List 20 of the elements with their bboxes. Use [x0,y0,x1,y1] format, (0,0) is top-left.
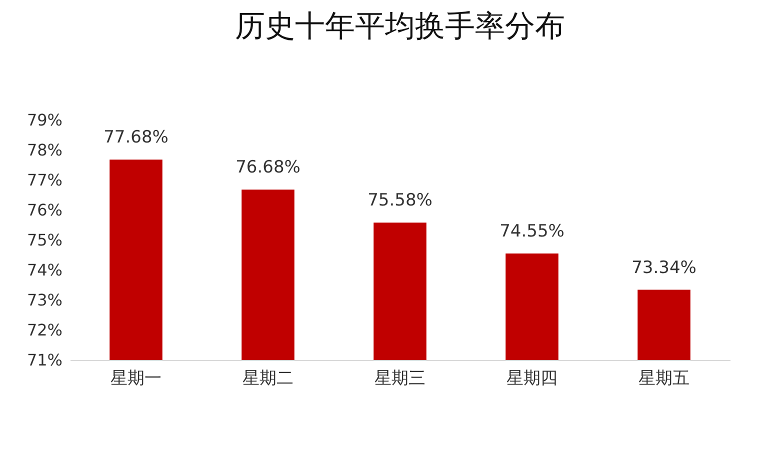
data-label: 73.34% [632,258,696,278]
chart-title: 历史十年平均换手率分布 [235,9,565,44]
data-label: 77.68% [104,128,168,148]
y-tick-label: 76% [26,200,62,220]
y-tick-label: 72% [26,320,62,340]
data-label: 75.58% [368,190,432,211]
y-tick-label: 71% [26,350,62,370]
y-tick-label: 77% [26,170,62,190]
y-tick-label: 73% [26,290,62,310]
x-tick-label: 星期四 [506,368,558,388]
y-tick-label: 78% [26,140,62,160]
y-tick-label: 79% [26,110,62,130]
y-tick-label: 74% [26,260,62,280]
y-tick-label: 75% [26,230,62,250]
x-tick-label: 星期一 [110,368,162,388]
data-label: 76.68% [236,158,300,178]
x-tick-label: 星期三 [374,368,426,388]
data-label: 74.55% [500,222,564,242]
x-tick-label: 星期二 [242,368,294,388]
x-tick-label: 星期五 [638,368,690,388]
